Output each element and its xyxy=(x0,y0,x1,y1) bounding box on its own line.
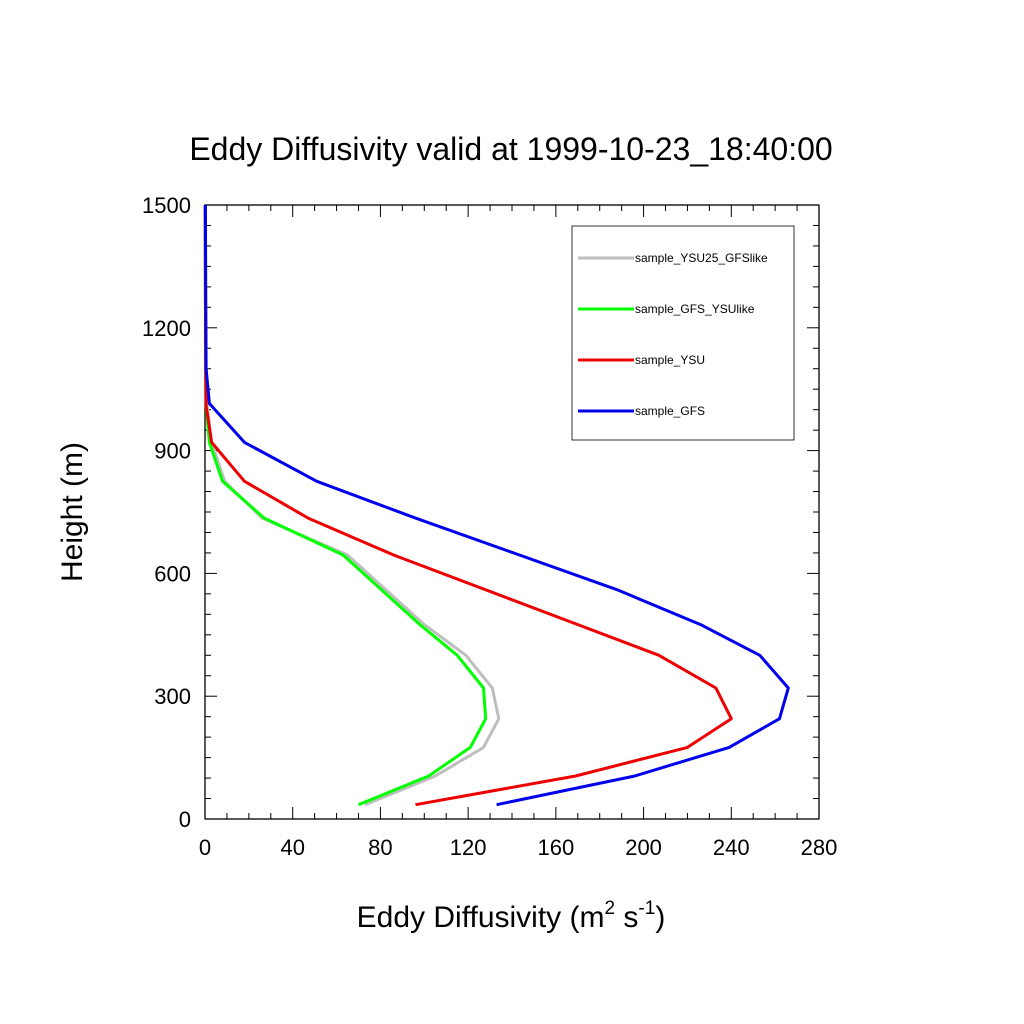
y-tick-label: 600 xyxy=(154,561,191,586)
x-tick-label: 160 xyxy=(537,835,574,860)
y-tick-label: 1500 xyxy=(142,193,191,218)
x-axis-title: Eddy Diffusivity (m2 s-1) xyxy=(357,898,666,934)
axis-ticks xyxy=(204,204,820,820)
x-tick-label: 280 xyxy=(801,835,838,860)
legend-label: sample_YSU25_GFSlike xyxy=(635,251,768,265)
x-tick-label: 80 xyxy=(368,835,392,860)
y-axis-title: Height (m) xyxy=(56,442,89,582)
x-tick-label: 40 xyxy=(280,835,304,860)
x-tick-label: 120 xyxy=(450,835,487,860)
series-line-sample_GFS xyxy=(203,204,790,807)
y-tick-labels: 0 300 600 900 1200 1500 xyxy=(142,193,191,832)
legend: sample_YSU25_GFSlike sample_GFS_YSUlikesa… xyxy=(571,225,795,441)
chart-title: Eddy Diffusivity valid at 1999-10-23_18:… xyxy=(189,131,832,167)
x-tick-label: 0 xyxy=(199,835,211,860)
legend-box xyxy=(571,225,795,441)
legend-label: sample_GFS_YSUlike xyxy=(635,302,755,316)
x-tick-labels: 0 40 80 120 160 200 240 280 xyxy=(199,835,837,860)
legend-items: sample_YSU25_GFSlike sample_GFS_YSUlikesa… xyxy=(578,251,768,418)
y-tick-label: 300 xyxy=(154,684,191,709)
series-line-sample_GFS_YSUlike xyxy=(203,204,488,807)
legend-label: sample_GFS xyxy=(635,404,705,418)
series-lines xyxy=(203,204,790,807)
y-tick-label: 1200 xyxy=(142,316,191,341)
y-tick-label: 0 xyxy=(179,807,191,832)
legend-label: sample_YSU xyxy=(635,353,705,367)
x-tick-label: 200 xyxy=(625,835,662,860)
y-tick-label: 900 xyxy=(154,439,191,464)
x-tick-label: 240 xyxy=(713,835,750,860)
